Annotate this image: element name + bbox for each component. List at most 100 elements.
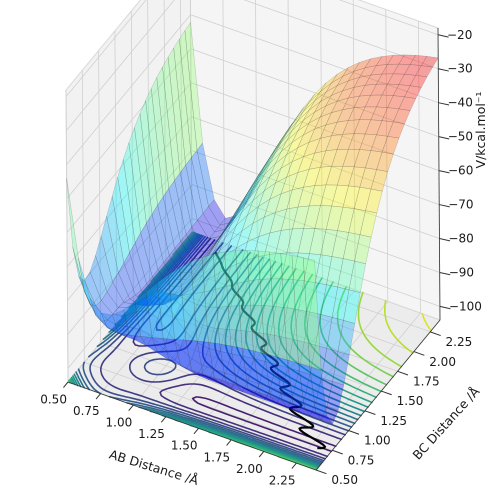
surface-patch: [258, 392, 277, 405]
surface-patch: [162, 294, 182, 300]
grid-line-z: [67, 217, 441, 369]
surface-patch: [258, 250, 277, 357]
surface-patch: [321, 406, 339, 425]
surface-patch: [281, 367, 300, 396]
surface-patch: [157, 290, 175, 295]
surface-patch: [292, 109, 310, 131]
surface-patch: [342, 95, 360, 110]
surface-patch: [314, 205, 332, 230]
contour-level: [70, 233, 369, 468]
surface-patch: [241, 348, 260, 393]
surface-patch: [264, 278, 282, 307]
surface-patch: [236, 355, 254, 381]
y-tick-label: 1.50: [397, 394, 424, 408]
surface-patch: [213, 225, 231, 252]
z-tick: [438, 136, 450, 140]
surface-patch: [168, 315, 187, 349]
surface-patch: [202, 237, 221, 258]
surface-patch: [264, 142, 282, 168]
surface-patch: [191, 250, 210, 260]
surface-patch: [123, 298, 142, 306]
surface-patch: [180, 233, 198, 260]
surface-patch: [308, 105, 327, 124]
surface-patch: [263, 167, 282, 192]
surface-patch: [72, 247, 91, 305]
surface-patch: [292, 169, 310, 191]
surface-patch: [258, 163, 276, 188]
surface-patch: [197, 324, 215, 349]
surface-patch: [224, 381, 244, 393]
surface-patch: [342, 148, 360, 168]
surface-patch: [326, 317, 344, 352]
surface-patch: [230, 214, 248, 241]
x-tick-label: 1.25: [138, 427, 165, 441]
surface-patch: [308, 92, 327, 111]
y-tick-label: 1.00: [364, 434, 391, 448]
surface-patch: [169, 286, 187, 301]
surface-patch: [314, 135, 332, 154]
surface-patch: [123, 252, 142, 296]
surface-patch: [236, 304, 254, 332]
z-tick-label: −60: [448, 164, 473, 178]
z-tick: [439, 238, 451, 242]
surface-patch: [219, 247, 237, 274]
surface-patch: [258, 305, 277, 335]
surface-patch: [112, 309, 130, 336]
surface-patch: [190, 257, 209, 343]
x-tick-label: 2.25: [269, 473, 296, 487]
surface-patch: [179, 30, 198, 159]
grid-line-z: [66, 116, 440, 267]
surface-patch: [139, 99, 158, 215]
grid-line-z: [67, 184, 440, 335]
surface-patch: [225, 211, 243, 238]
surface-patch: [208, 229, 226, 256]
surface-patch: [225, 305, 243, 331]
surface-patch: [281, 115, 299, 140]
surface-patch: [128, 127, 147, 234]
surface-patch: [225, 203, 243, 230]
surface-patch: [331, 67, 349, 84]
surface-patch: [252, 198, 271, 224]
surface-patch: [342, 232, 361, 262]
surface-patch: [145, 282, 164, 339]
surface-patch: [253, 278, 271, 306]
surface-patch: [202, 240, 220, 266]
surface-patch: [146, 303, 164, 307]
z-tick-label: −80: [448, 232, 473, 246]
surface-patch: [276, 390, 294, 409]
surface-patch: [298, 341, 316, 375]
surface-patch: [376, 120, 394, 137]
surface-patch: [253, 350, 271, 397]
surface-patch: [230, 192, 248, 221]
surface-patch: [219, 343, 238, 386]
surface-patch: [275, 123, 293, 150]
surface-patch: [197, 251, 215, 276]
grid-line-z: [65, 0, 439, 131]
surface-patch: [269, 252, 288, 280]
x-tick: [95, 393, 102, 400]
surface-patch: [292, 403, 311, 417]
surface-patch: [174, 240, 193, 267]
surface-patch: [167, 47, 186, 174]
x-tick-label: 0.50: [40, 392, 67, 406]
surface-patch: [197, 246, 215, 270]
surface-patch: [174, 284, 192, 300]
surface-patch: [225, 204, 243, 231]
surface-patch: [337, 206, 355, 233]
surface-patch: [214, 222, 232, 244]
surface-patch: [180, 264, 198, 274]
surface-patch: [151, 337, 170, 361]
surface-patch: [225, 201, 243, 229]
surface-patch: [275, 189, 293, 213]
surface-patch: [157, 262, 176, 287]
surface-patch: [197, 245, 215, 265]
surface-patch: [331, 120, 349, 137]
surface-patch: [269, 131, 287, 158]
surface-patch: [364, 119, 383, 136]
x-axis-line: [67, 381, 317, 471]
surface-patch: [84, 271, 102, 307]
contour-level: [77, 235, 356, 465]
surface-patch: [140, 336, 159, 354]
z-tick-label: −100: [449, 299, 482, 313]
